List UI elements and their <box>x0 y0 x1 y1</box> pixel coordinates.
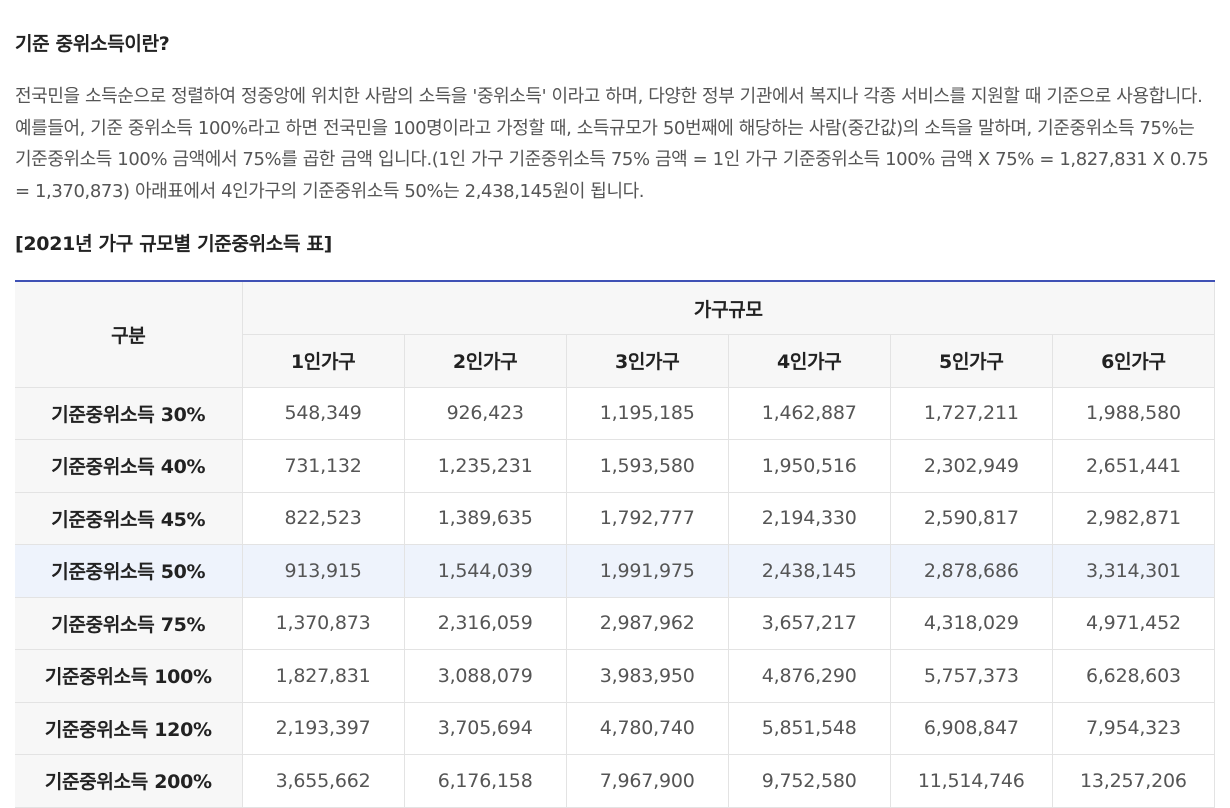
table-cell: 2,438,145 <box>727 544 891 598</box>
table-cell: 5,851,548 <box>727 701 891 755</box>
table-cell: 913,915 <box>241 544 405 598</box>
table-cell: 7,967,900 <box>565 754 729 808</box>
table-cell: 3,983,950 <box>565 649 729 703</box>
table-cell: 2,316,059 <box>403 596 567 650</box>
table-cell: 1,195,185 <box>565 387 729 440</box>
column-header-5-person-household: 5인가구 <box>889 334 1053 388</box>
table-cell: 5,757,373 <box>889 649 1053 703</box>
table-row: 기준중위소득 120% 2,193,397 3,705,694 4,780,740 5,… <box>15 701 1216 755</box>
table-cell: 926,423 <box>403 387 567 440</box>
table-cell: 1,389,635 <box>403 491 567 545</box>
table-cell: 6,176,158 <box>403 754 567 808</box>
table-cell: 2,987,962 <box>565 596 729 650</box>
table-row: 기준중위소득 50% 913,915 1,544,039 1,991,975 2,438… <box>15 544 1216 598</box>
column-header-1-person-household: 1인가구 <box>242 334 405 388</box>
table-cell: 6,628,603 <box>1051 649 1216 703</box>
table-cell: 1,792,777 <box>565 491 729 545</box>
column-header-2-person-household: 2인가구 <box>403 334 567 388</box>
row-header: 기준중위소득 30% <box>15 387 243 440</box>
column-header-4-person-household: 4인가구 <box>727 334 891 388</box>
table-cell: 4,971,452 <box>1051 596 1216 650</box>
table-cell: 3,088,079 <box>403 649 567 703</box>
table-cell: 4,318,029 <box>889 596 1053 650</box>
table-cell: 3,655,662 <box>241 754 405 808</box>
table-cell: 1,950,516 <box>727 439 891 493</box>
median-income-table: 구분 가구규모 1인가구 2인가구 3인가구 4인가구 5인가구 6인가구 기준중위소득 … <box>15 280 1216 808</box>
table-cell: 1,991,975 <box>565 544 729 598</box>
table-cell: 1,988,580 <box>1051 387 1216 440</box>
table-cell: 6,908,847 <box>889 701 1053 755</box>
table-cell: 2,194,330 <box>727 491 891 545</box>
table-cell: 1,235,231 <box>403 439 567 493</box>
column-header-6-person-household: 6인가구 <box>1051 334 1216 388</box>
table-row: 기준중위소득 200% 3,655,662 6,176,158 7,967,900 9,… <box>15 754 1216 808</box>
table-cell: 1,827,831 <box>241 649 405 703</box>
table-cell: 3,314,301 <box>1051 544 1216 598</box>
table-cell: 3,705,694 <box>403 701 567 755</box>
row-header: 기준중위소득 40% <box>15 439 243 493</box>
table-cell: 11,514,746 <box>889 754 1053 808</box>
table-title: [2021년 가구 규모별 기준중위소득 표] <box>15 233 333 255</box>
table-row: 기준중위소득 30% 548,349 926,423 1,195,185 1,462,8… <box>15 387 1216 440</box>
table-cell: 1,727,211 <box>889 387 1053 440</box>
table-cell: 2,651,441 <box>1051 439 1216 493</box>
table-row: 기준중위소득 100% 1,827,831 3,088,079 3,983,950 4,… <box>15 649 1216 703</box>
household-size-group-header: 가구규모 <box>241 281 1216 335</box>
table-row: 기준중위소득 75% 1,370,873 2,316,059 2,987,962 3,6… <box>15 596 1216 650</box>
row-header: 기준중위소득 75% <box>15 596 243 650</box>
description-paragraph: 전국민을 소득순으로 정렬하여 정중앙에 위치한 사람의 소득을 '중위소득' … <box>15 86 1209 202</box>
table-cell: 4,876,290 <box>727 649 891 703</box>
column-header-3-person-household: 3인가구 <box>565 334 729 388</box>
table-cell: 9,752,580 <box>727 754 891 808</box>
row-header: 기준중위소득 50% <box>15 544 243 598</box>
table-cell: 1,370,873 <box>241 596 405 650</box>
table-cell: 548,349 <box>241 387 405 440</box>
table-cell: 1,462,887 <box>727 387 891 440</box>
row-header: 기준중위소득 200% <box>15 754 243 808</box>
table-cell: 3,657,217 <box>727 596 891 650</box>
table-cell: 2,590,817 <box>889 491 1053 545</box>
table-cell: 822,523 <box>241 491 405 545</box>
table-row: 기준중위소득 40% 731,132 1,235,231 1,593,580 1,950… <box>15 439 1216 493</box>
table-cell: 731,132 <box>241 439 405 493</box>
table-cell: 13,257,206 <box>1051 754 1216 808</box>
table-cell: 7,954,323 <box>1051 701 1216 755</box>
table-cell: 2,878,686 <box>889 544 1053 598</box>
table-row: 기준중위소득 45% 822,523 1,389,635 1,792,777 2,194… <box>15 491 1216 545</box>
table-cell: 1,544,039 <box>403 544 567 598</box>
row-header: 기준중위소득 120% <box>15 701 243 755</box>
row-header: 기준중위소득 100% <box>15 649 243 703</box>
table-cell: 1,593,580 <box>565 439 729 493</box>
section-heading: 기준 중위소득이란? <box>15 33 170 55</box>
table-cell: 2,982,871 <box>1051 491 1216 545</box>
row-header: 기준중위소득 45% <box>15 491 243 545</box>
table-cell: 2,193,397 <box>241 701 405 755</box>
table-cell: 2,302,949 <box>889 439 1053 493</box>
table-cell: 4,780,740 <box>565 701 729 755</box>
corner-header: 구분 <box>15 281 243 388</box>
